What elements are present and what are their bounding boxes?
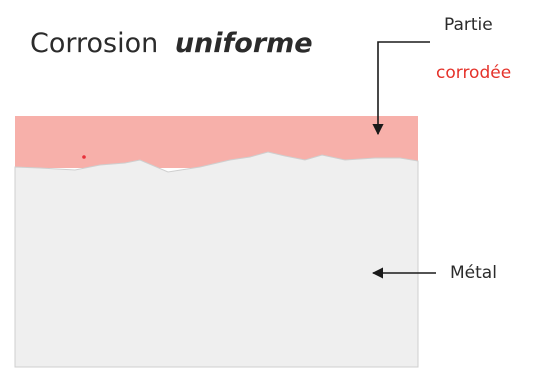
label-metal: Métal [450,263,497,283]
metal-body [14,151,419,368]
corrosion-defect-dot [82,155,86,159]
arrow-to-corroded-part [372,41,430,136]
label-partie: Partie [444,15,493,35]
label-corrodee: corrodée [436,63,511,83]
diagram-title: Corrosion uniforme [30,28,313,59]
title-prefix: Corrosion [30,28,158,59]
title-emphasis: uniforme [175,28,313,59]
